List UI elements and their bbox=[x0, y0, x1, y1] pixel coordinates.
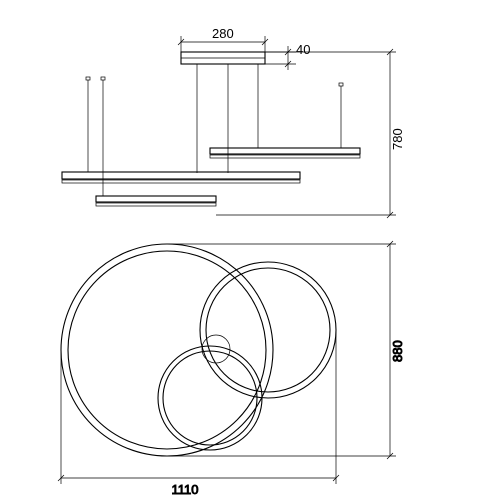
plan-rings bbox=[61, 244, 336, 456]
dim-label-280: 280 bbox=[212, 26, 234, 41]
dim-label-40: 40 bbox=[296, 42, 310, 57]
technical-drawing: 280 40 780 bbox=[0, 0, 500, 500]
plan-view: 1110 880 bbox=[58, 241, 405, 497]
dimension-780 bbox=[216, 49, 396, 218]
dim-label-880: 880 bbox=[390, 340, 405, 362]
rings-side-view bbox=[62, 148, 360, 206]
suspension-cables bbox=[86, 64, 343, 196]
dim-label-1110: 1110 bbox=[172, 482, 199, 497]
dimension-880 bbox=[167, 241, 396, 459]
dimension-40 bbox=[265, 46, 296, 70]
elevation-view: 280 40 780 bbox=[62, 26, 405, 218]
dim-label-780: 780 bbox=[390, 128, 405, 150]
dimension-1110 bbox=[58, 330, 339, 484]
